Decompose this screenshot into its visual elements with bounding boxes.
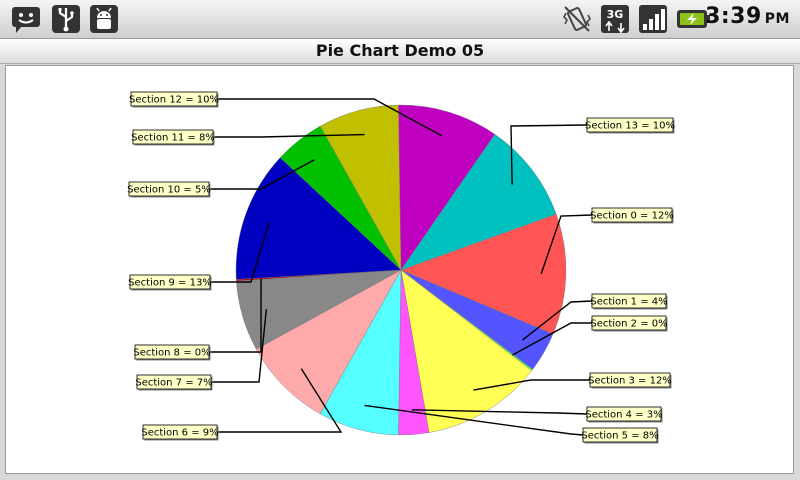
slice-label-13: Section 13 = 10% — [585, 121, 675, 132]
label-box-1 — [591, 293, 667, 309]
pie-slice-9 — [235, 157, 402, 280]
label-box-3 — [589, 372, 671, 388]
slice-label-11: Section 11 = 8% — [131, 133, 215, 144]
slice-label-10: Section 10 = 5% — [127, 185, 211, 196]
leader-line-7 — [211, 309, 268, 383]
chat-notification-icon[interactable] — [10, 3, 42, 35]
label-box-2 — [591, 315, 667, 331]
leader-line-1 — [522, 300, 593, 341]
slice-label-6: Section 6 = 9% — [141, 428, 218, 439]
chart-panel: Section 0 = 12% Section 1 = 4% Section 2 =… — [5, 65, 794, 474]
leader-line-13 — [510, 124, 588, 185]
slice-label-2: Section 2 = 0% — [590, 319, 667, 330]
leader-line-12 — [217, 98, 443, 137]
label-box-12 — [130, 91, 218, 107]
label-box-11 — [132, 129, 214, 145]
pie-chart: Section 0 = 12% Section 1 = 4% Section 2 =… — [127, 91, 675, 444]
slice-label-8: Section 8 = 0% — [133, 348, 210, 359]
label-box-8 — [134, 344, 210, 360]
slice-label-9: Section 9 = 13% — [128, 278, 212, 289]
slice-label-1: Section 1 = 4% — [590, 297, 667, 308]
label-box-6 — [142, 424, 218, 440]
label-box-9 — [129, 274, 211, 290]
slice-label-7: Section 7 = 7% — [135, 378, 212, 389]
app-title-bar: Pie Chart Demo 05 — [0, 39, 800, 64]
slice-label-3: Section 3 = 12% — [588, 376, 672, 387]
clock-time: 3:39 — [705, 4, 762, 29]
label-box-10 — [128, 181, 210, 197]
slice-label-5: Section 5 = 8% — [581, 431, 658, 442]
slice-label-0: Section 0 = 12% — [590, 211, 674, 222]
leader-line-10 — [209, 159, 315, 190]
leader-line-11 — [213, 133, 365, 138]
status-clock: 3:39 PM — [705, 4, 790, 29]
pie-slice-0 — [400, 213, 567, 335]
leader-line-9 — [210, 222, 270, 283]
app-title: Pie Chart Demo 05 — [315, 41, 485, 60]
label-box-7 — [136, 374, 212, 390]
leader-line-8 — [209, 278, 262, 353]
status-bar: 3G 3:39 PM — [0, 0, 800, 39]
3g-data-icon: 3G — [601, 5, 629, 34]
android-debug-icon[interactable] — [88, 3, 120, 35]
leader-line-6 — [217, 368, 343, 433]
pie-slice-6 — [255, 269, 402, 415]
leader-line-4 — [411, 409, 588, 415]
label-box-0 — [591, 207, 673, 223]
label-box-5 — [582, 427, 658, 443]
label-box-4 — [586, 406, 662, 422]
signal-icon — [639, 5, 667, 33]
pie-slice-13 — [400, 134, 557, 271]
clock-ampm: PM — [764, 11, 790, 27]
leader-line-0 — [540, 214, 593, 274]
usb-icon[interactable] — [50, 3, 82, 35]
slice-label-12: Section 12 = 10% — [129, 95, 219, 106]
slice-label-4: Section 4 = 3% — [585, 410, 662, 421]
leader-line-3 — [473, 379, 590, 391]
battery-charging-icon — [677, 10, 710, 28]
label-box-13 — [586, 117, 674, 133]
pie-slice-12 — [398, 104, 496, 271]
leader-line-2 — [512, 322, 592, 356]
svg-text:3G: 3G — [607, 8, 624, 21]
vibrate-icon — [563, 6, 591, 32]
leader-line-5 — [364, 404, 584, 436]
